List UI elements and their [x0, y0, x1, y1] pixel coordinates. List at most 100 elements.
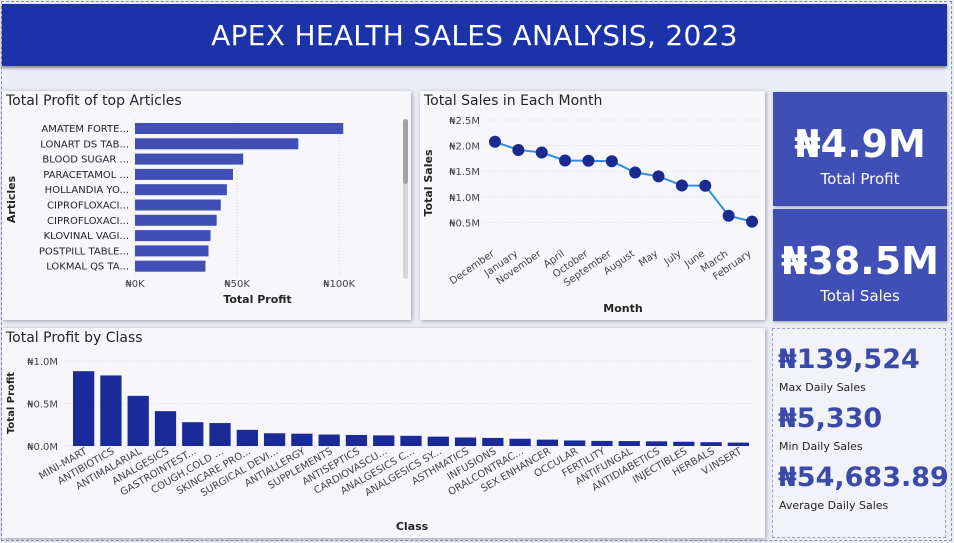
months-y-tick: ₦2.0M [449, 142, 480, 153]
total-sales-card: ₦38.5M Total Sales [773, 209, 947, 321]
class-bar [318, 434, 340, 446]
class-bar [673, 441, 695, 446]
top-articles-panel[interactable]: Total Profit of top Articles ₦0K ₦50K ₦100… [2, 91, 411, 320]
months-y-tick: ₦1.0M [449, 193, 480, 204]
articles-y-axis-title: Articles [5, 175, 18, 223]
class-bar [645, 441, 668, 446]
monthly-sales-point [489, 135, 501, 148]
class-bar [73, 371, 95, 446]
monthly-sales-point [535, 146, 548, 159]
class-bar [591, 440, 613, 446]
monthly-sales-chart[interactable]: ₦0.5M₦1.0M₦1.5M₦2.0M₦2.5MDecemberJanuary… [420, 91, 765, 320]
class-bar [182, 422, 204, 446]
profit-by-class-panel[interactable]: Total Profit by Class ₦0.0M ₦0.5M ₦1.0M MIN… [2, 328, 765, 538]
articles-scroll-thumb[interactable] [403, 119, 408, 184]
article-label: PARACETAMOL ... [43, 170, 129, 181]
daily-stats-panel: ₦139,524 Max Daily Sales ₦5,330 Min Dail… [772, 328, 949, 538]
months-y-tick: ₦2.5M [449, 116, 480, 127]
class-bar [700, 442, 722, 446]
class-bar [727, 442, 749, 446]
class-bar [373, 435, 395, 446]
articles-x-tick: ₦50K [224, 279, 250, 290]
max-daily-sales-label: Max Daily Sales [779, 381, 866, 394]
class-bar [263, 433, 286, 446]
article-label: LONART DS TAB... [40, 139, 129, 150]
classes-y-tick: ₦0.5M [27, 400, 58, 411]
article-bar [135, 214, 217, 226]
monthly-sales-point [605, 155, 618, 168]
monthly-sales-point [699, 179, 712, 192]
class-bar [400, 435, 422, 446]
month-label: May [637, 248, 660, 269]
monthly-sales-point [652, 170, 665, 183]
class-bar [100, 375, 122, 446]
class-bar [482, 437, 504, 446]
monthly-sales-point [559, 154, 572, 167]
classes-y-tick: ₦0.0M [27, 442, 58, 453]
monthly-sales-point [675, 179, 688, 192]
class-bar [209, 423, 231, 446]
article-bar [135, 138, 299, 150]
article-bar [135, 168, 233, 180]
class-bar [564, 440, 586, 446]
article-label: HOLLANDIA YO... [45, 185, 129, 196]
class-bar [536, 439, 559, 446]
monthly-sales-title: Total Sales in Each Month [424, 93, 603, 109]
article-bar [135, 260, 206, 272]
top-articles-chart[interactable]: ₦0K ₦50K ₦100K AMATEM FORTE... LONART DS TAB… [2, 91, 411, 320]
article-label: LOKMAL QS TA... [46, 262, 129, 273]
min-daily-sales-value: ₦5,330 [778, 403, 883, 434]
class-bar [427, 436, 449, 446]
title-banner: APEX HEALTH SALES ANALYSIS, 2023 [2, 4, 947, 66]
dashboard-title: APEX HEALTH SALES ANALYSIS, 2023 [211, 18, 738, 52]
class-bar [127, 395, 149, 446]
profit-by-class-chart[interactable]: ₦0.0M₦0.5M₦1.0MMINI-MARTANTIBIOTICSANTIM… [2, 328, 765, 538]
articles-x-tick: ₦100K [323, 279, 355, 290]
article-label: CIPROFLOXACI... [47, 201, 129, 212]
monthly-sales-line [494, 140, 753, 223]
article-label: POSTPILL TABLE... [39, 246, 129, 257]
months-y-tick: ₦0.5M [449, 218, 480, 229]
monthly-sales-point [582, 154, 595, 167]
article-label: KLOVINAL VAGI... [44, 231, 129, 242]
monthly-sales-point [629, 166, 642, 179]
class-bar [236, 429, 258, 446]
article-label: BLOOD SUGAR ... [42, 155, 129, 166]
classes-x-axis-title: Class [396, 520, 429, 533]
article-bar [135, 184, 227, 196]
monthly-sales-point [722, 209, 735, 222]
class-bar [618, 441, 640, 446]
class-bar [345, 434, 368, 446]
min-daily-sales-label: Min Daily Sales [779, 440, 863, 453]
months-x-axis-title: Month [603, 302, 642, 315]
articles-x-tick: ₦0K [125, 279, 145, 290]
profit-by-class-title: Total Profit by Class [6, 330, 143, 346]
class-bar [154, 411, 177, 446]
total-profit-card: ₦4.9M Total Profit [773, 92, 947, 206]
class-bar [509, 438, 531, 446]
month-label: July [662, 248, 684, 268]
article-label: AMATEM FORTE... [41, 124, 129, 135]
classes-y-axis-title: Total Profit [6, 372, 17, 434]
articles-x-axis-title: Total Profit [223, 293, 291, 306]
article-bar [135, 199, 221, 211]
article-bar [135, 230, 211, 242]
total-sales-value: ₦38.5M [780, 239, 939, 283]
article-bar [135, 123, 344, 134]
article-bar [135, 153, 244, 165]
class-bar [454, 437, 477, 446]
article-label: CIPROFLOXACI... [47, 216, 129, 227]
max-daily-sales-value: ₦139,524 [778, 344, 920, 375]
months-y-tick: ₦1.5M [449, 167, 480, 178]
months-y-axis-title: Total Sales [422, 149, 435, 216]
classes-y-tick: ₦1.0M [27, 357, 58, 368]
total-profit-value: ₦4.9M [794, 122, 926, 166]
monthly-sales-point [512, 143, 525, 156]
class-bar [291, 433, 313, 446]
top-articles-title: Total Profit of top Articles [6, 93, 182, 109]
articles-scrollbar[interactable] [403, 119, 408, 279]
monthly-sales-panel[interactable]: Total Sales in Each Month ₦0.5M ₦1.0M ₦1.5… [420, 91, 765, 320]
total-profit-label: Total Profit [820, 170, 900, 188]
avg-daily-sales-label: Average Daily Sales [779, 499, 889, 512]
total-sales-label: Total Sales [820, 287, 900, 305]
